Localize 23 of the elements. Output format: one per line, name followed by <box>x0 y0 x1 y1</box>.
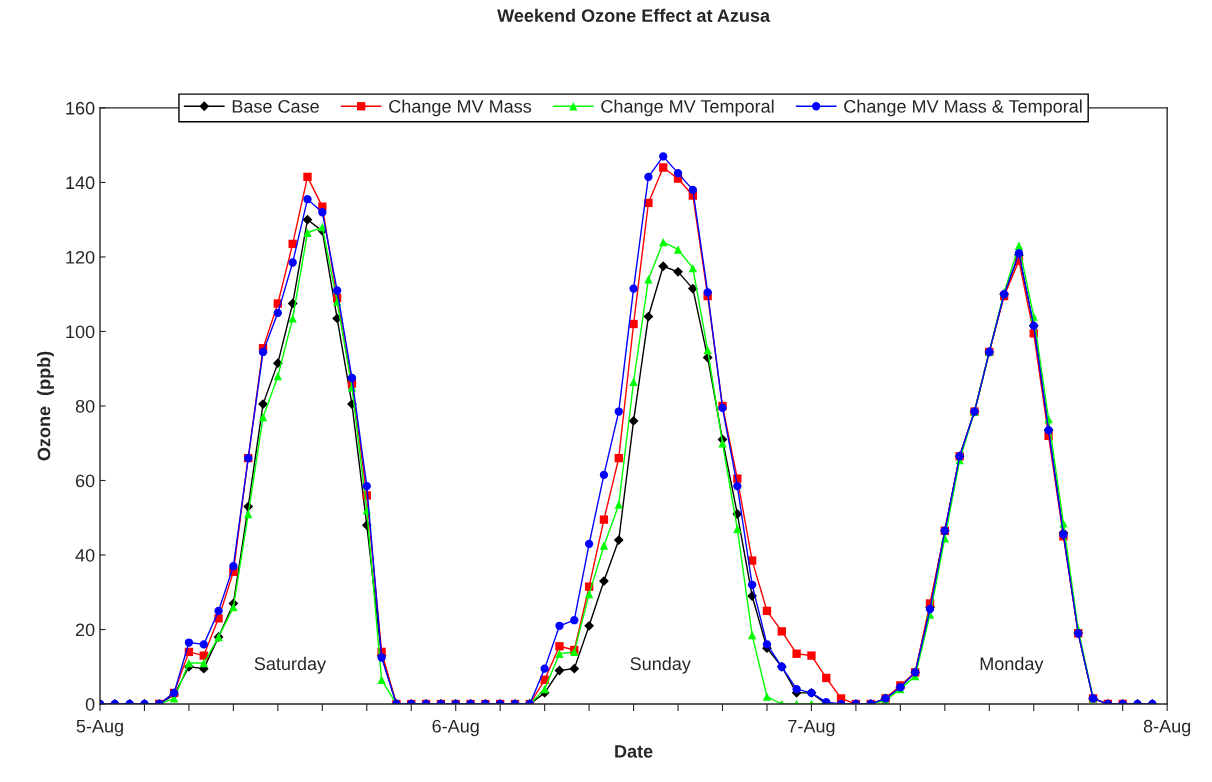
x-tick-label: 6-Aug <box>432 719 479 737</box>
y-tick-label: 80 <box>75 399 95 413</box>
y-tick-label: 140 <box>66 176 95 190</box>
legend-label: Change MV Mass & Temporal <box>844 99 1082 117</box>
chart-title: Weekend Ozone Effect at Azusa <box>497 8 771 22</box>
legend-label: Change MV Mass <box>389 99 532 117</box>
x-axis-title: Date <box>615 745 653 758</box>
annotation: Sunday <box>630 656 691 674</box>
legend-label: Change MV Temporal <box>601 99 774 117</box>
y-axis-title: Ozone (ppb) <box>37 351 54 461</box>
y-tick-label: 100 <box>66 325 95 339</box>
annotation: Monday <box>980 656 1044 674</box>
y-tick-label: 120 <box>66 250 95 264</box>
y-tick-label: 60 <box>75 474 95 488</box>
y-tick-label: 20 <box>75 623 95 637</box>
x-tick-label: 8-Aug <box>1143 719 1191 737</box>
legend-label: Base Case <box>232 99 319 113</box>
y-tick-label: 160 <box>66 101 95 115</box>
annotation: Saturday <box>254 656 327 674</box>
y-tick-label: 40 <box>75 548 95 562</box>
x-tick-label: 7-Aug <box>788 719 835 737</box>
y-tick-label: 0 <box>85 697 95 711</box>
x-tick-label: 5-Aug <box>76 719 123 737</box>
